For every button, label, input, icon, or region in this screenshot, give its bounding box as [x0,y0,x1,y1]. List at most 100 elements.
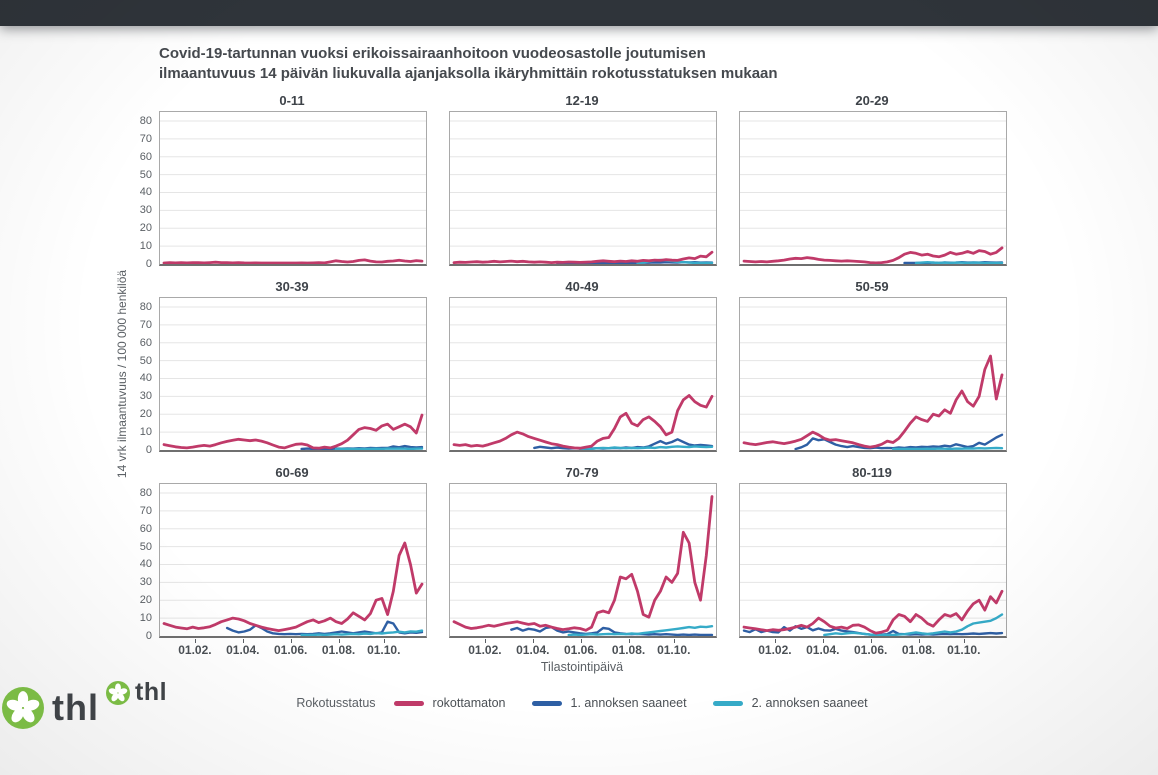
x-tick-mark [822,639,824,643]
facet-panel-0-11: 0-11 0 10 20 30 40 50 60 70 80 [140,92,427,270]
x-tick-label: 01.04. [226,643,260,657]
panel-title: 40-49 [565,279,599,294]
y-tick-label: 80 [139,486,152,499]
y-tick-label: 30 [139,204,152,217]
facet-grid: 0-11 0 10 20 30 40 50 60 70 80 12-19 20-29 30-39 0 10 2… [140,92,1158,657]
x-tick-mark [774,639,776,643]
facet-panel-30-39: 30-39 0 10 20 30 40 50 60 70 80 [140,278,427,456]
facet-panel-50-59: 50-59 [739,278,1007,452]
panel-plot-svg [450,120,716,264]
series-line-annos2 [578,445,714,450]
x-tick-labels: 01.02. 01.04. 01.06. 01.08. 01.10. [159,639,425,657]
legend-swatch-rokottamaton [393,700,424,706]
figure-title-line2: ilmaantuvuus 14 päivän liukuvalla ajanja… [159,64,778,82]
x-tick-label: 01.08. [901,643,936,657]
y-tick-label: 10 [139,240,152,253]
series-line-rokottamaton [452,394,714,450]
x-tick-label: 01.02. [468,643,502,657]
series-line-annos2 [823,613,1004,636]
x-tick-mark [963,639,965,643]
y-tick-label: 40 [139,372,152,385]
x-tick-label: 01.08. [321,643,356,657]
x-tick-mark [194,639,196,643]
series-line-rokottamaton [162,258,424,264]
x-tick-mark [338,639,340,643]
thl-flower-icon [106,680,130,705]
y-tick-label: 40 [139,558,152,571]
x-axis-label: Tilastointipäivä [540,660,624,674]
x-tick-mark [532,639,534,643]
panel-plot-svg [740,492,1006,636]
series-line-annos1 [794,433,1004,450]
panel-plot-svg [160,492,426,636]
y-tick-label: 10 [139,612,152,625]
x-tick-label: 01.06. [273,643,308,657]
thl-logo-small: thl [106,680,167,705]
panel-title: 30-39 [275,279,309,294]
y-tick-label: 30 [139,576,152,589]
legend-entries: rokottamaton 1. annoksen saaneet 2. annoks… [393,696,868,710]
y-tick-label: 60 [139,150,152,163]
y-tick-label: 20 [139,408,152,421]
series-line-rokottamaton [162,541,424,633]
panel-plot-area [739,111,1007,266]
series-line-rokottamaton [742,354,1004,449]
x-tick-mark [673,639,675,643]
panel-plot-area [449,483,717,638]
series-line-rokottamaton [452,495,714,632]
series-line-annos2 [300,629,424,636]
legend-label: 1. annoksen saaneet [570,696,687,710]
panel-title: 20-29 [855,93,889,108]
facet-panel-12-19: 12-19 [449,92,717,266]
x-tick-label: 01.02. [758,643,792,657]
panel-title: 80-119 [852,465,892,480]
y-tick-label: 70 [139,504,152,517]
panel-title: 0-11 [279,93,305,108]
thl-flower-icon [2,687,44,729]
y-tick-labels: 0 10 20 30 40 50 60 70 80 [130,484,160,641]
y-axis-label: 14 vrk ilmaantuvuus / 100 000 henkilöä [115,269,129,479]
facet-panel-20-29: 20-29 [739,92,1007,266]
series-line-annos2 [914,260,1004,264]
x-tick-label: 01.08. [611,643,646,657]
y-tick-label: 70 [139,132,152,145]
legend: Rokotusstatus rokottamaton 1. annoksen sa… [159,696,1005,710]
panel-plot-svg [740,306,1006,450]
x-tick-label: 01.02. [178,643,212,657]
legend-title: Rokotusstatus [296,696,376,710]
y-tick-label: 20 [139,594,152,607]
legend-swatch-annos1 [531,700,562,706]
y-tick-label: 10 [139,426,152,439]
x-tick-label: 01.06. [563,643,598,657]
x-tick-mark [383,639,385,643]
panel-plot-area: 0 10 20 30 40 50 60 70 80 [140,297,427,456]
legend-item-annos2: 2. annoksen saaneet [712,696,868,710]
panel-title: 70-79 [565,465,599,480]
y-tick-label: 20 [139,222,152,235]
x-tick-labels: 01.02. 01.04. 01.06. 01.08. 01.10. [739,639,1005,657]
thl-logo-large: thl [2,687,99,729]
x-tick-mark [918,639,920,643]
y-tick-label: 80 [139,114,152,127]
series-line-rokottamaton [452,250,714,264]
series-line-annos2 [567,624,714,636]
series-line-rokottamaton [742,246,1004,264]
x-tick-label: 01.10. [367,643,401,657]
panel-plot-area [449,111,717,266]
y-tick-label: 70 [139,318,152,331]
panel-plot-svg [450,306,716,450]
x-tick-label: 01.10. [947,643,981,657]
legend-label: rokottamaton [432,696,506,710]
legend-item-annos1: 1. annoksen saaneet [531,696,687,710]
facet-panel-80-119: 80-119 01.02. 01.04. 01.06. 01.08. 01.10. [739,464,1007,657]
x-tick-label: 01.04. [516,643,550,657]
panel-title: 60-69 [275,465,309,480]
facet-panel-60-69: 60-69 0 10 20 30 40 50 60 70 80 01.02. 01.04. 01.06.… [140,464,427,657]
panel-plot-svg [740,120,1006,264]
series-line-annos2 [891,446,1004,450]
y-tick-labels: 0 10 20 30 40 50 60 70 80 [130,112,160,269]
x-tick-labels: 01.02. 01.04. 01.06. 01.08. 01.10. [449,639,715,657]
thl-logo-text: thl [52,687,99,728]
facet-panel-40-49: 40-49 [449,278,717,452]
x-tick-mark [242,639,244,643]
